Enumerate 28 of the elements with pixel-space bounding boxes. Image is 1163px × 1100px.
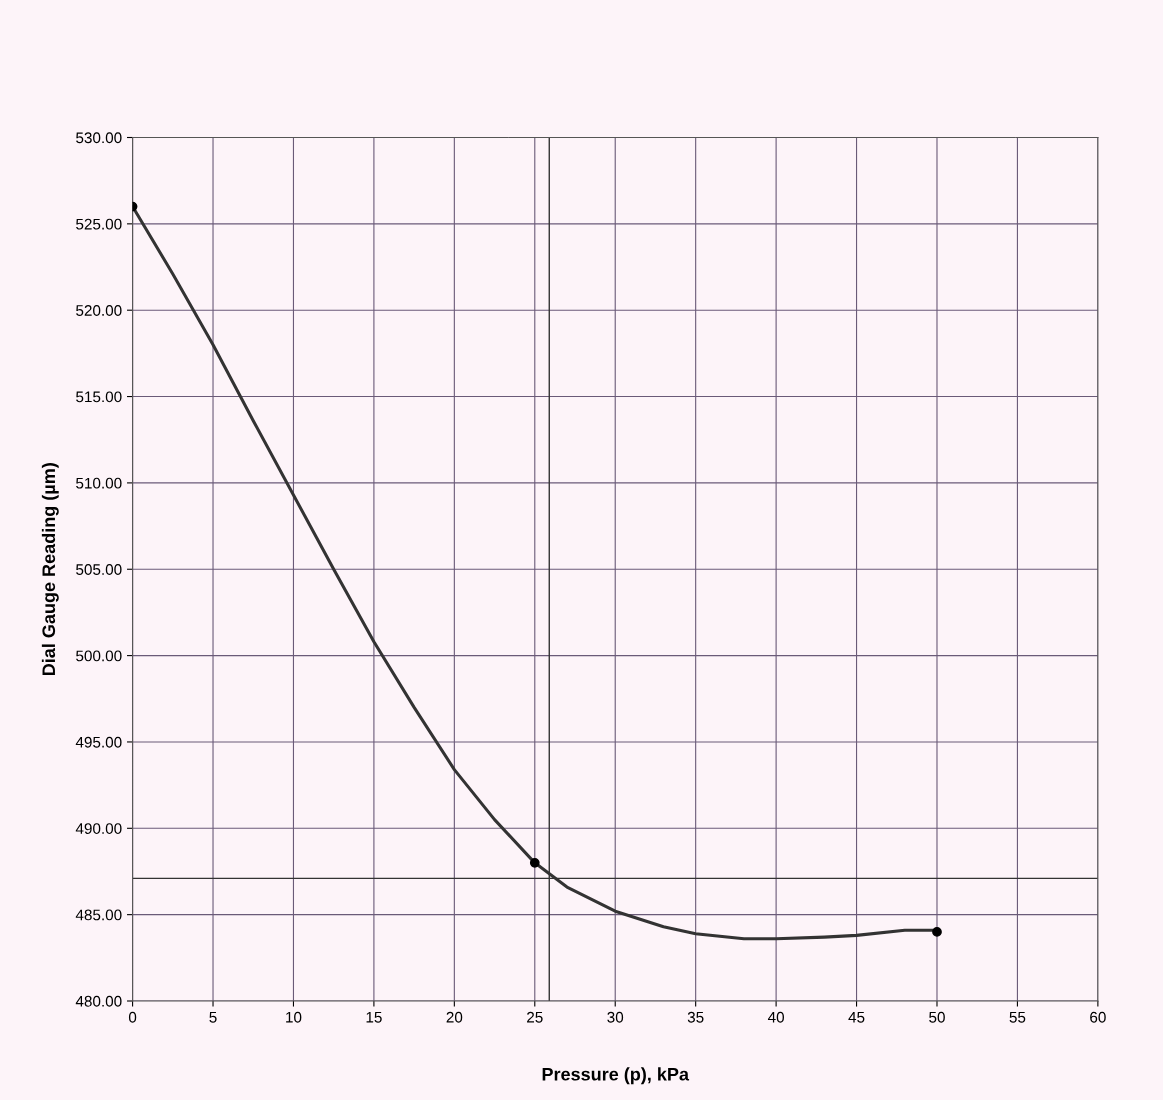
x-tick-label: 15 [366,1011,382,1023]
point [529,857,540,868]
y-tick-label: 515.00 [76,391,122,403]
x-tick-label: 10 [286,1011,302,1023]
x-tick-label: 35 [687,1011,704,1023]
y-axis-title: Dial Gauge Reading (µm) [41,463,59,676]
y-tick-label: 510.00 [76,477,122,489]
y-tick-label: 490.00 [75,823,122,834]
y-tick-label: 495.00 [75,736,122,748]
point [932,927,942,937]
y-tick-label: 500.00 [76,650,122,662]
y-tick-label: 480.00 [75,995,122,1007]
y-tick-label: 505.00 [76,564,122,575]
x-tick-label: 30 [607,1011,624,1023]
x-tick-label: 25 [527,1011,543,1023]
y-tick-label: 485.00 [75,909,122,921]
x-tick-label: 45 [848,1011,865,1023]
x-axis-title: Pressure (p), kPa [542,1067,690,1085]
x-tick-label: 0 [128,1011,137,1023]
x-tick-label: 40 [767,1011,785,1023]
y-tick-label: 520.00 [76,305,122,316]
x-tick-label: 50 [929,1011,945,1023]
y-tick-label: 525.00 [76,218,122,230]
x-tick-label: 55 [1009,1011,1026,1023]
x-tick-label: 60 [1090,1011,1106,1023]
x-tick-label: 5 [209,1011,217,1023]
y-tick-label: 530.00 [76,132,122,144]
x-tick-label: 20 [446,1011,463,1023]
